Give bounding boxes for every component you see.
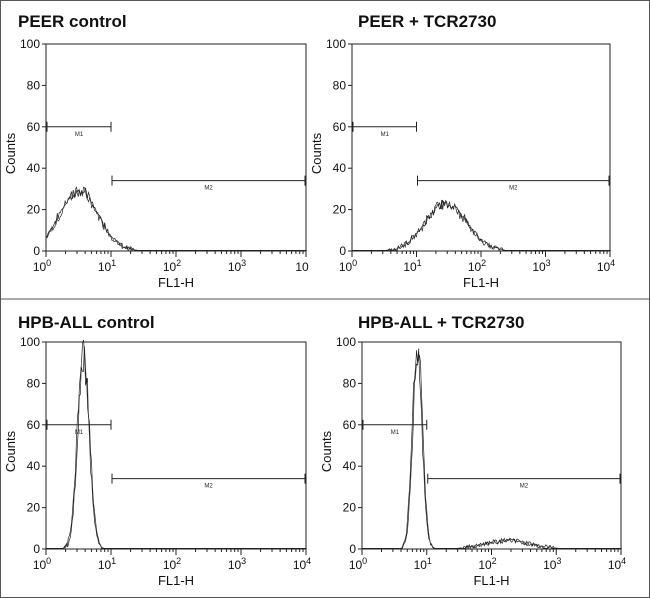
- y-tick-label: 60: [333, 120, 347, 134]
- gate-label: M1: [391, 430, 400, 436]
- y-tick-label: 80: [333, 78, 347, 92]
- panel-title: HPB-ALL control: [18, 313, 155, 332]
- y-tick-label: 100: [20, 335, 40, 349]
- x-tick-label: 100: [339, 258, 357, 274]
- y-tick-label: 40: [343, 459, 357, 473]
- y-tick-label: 40: [333, 161, 347, 175]
- y-tick-label: 80: [27, 376, 41, 390]
- gate-m1: M1: [46, 121, 112, 138]
- gate-m1: M1: [46, 419, 112, 436]
- x-tick-label: 10: [295, 260, 309, 274]
- y-axis-label: Counts: [3, 430, 18, 472]
- gate-label: M2: [520, 484, 529, 490]
- x-tick-label: 102: [478, 556, 496, 572]
- gate-m2: M2: [427, 473, 621, 490]
- y-tick-label: 0: [349, 542, 356, 556]
- y-tick-label: 40: [27, 459, 41, 473]
- y-axis-label: Counts: [3, 132, 18, 174]
- x-tick-label: 101: [98, 556, 116, 572]
- y-tick-label: 100: [20, 37, 40, 51]
- y-axis-label: Counts: [319, 430, 334, 472]
- gate-label: M2: [509, 186, 518, 192]
- y-tick-label: 60: [27, 120, 41, 134]
- x-tick-label: 102: [468, 258, 486, 274]
- x-axis-label: FL1-H: [463, 275, 499, 290]
- x-tick-label: 100: [349, 556, 367, 572]
- y-tick-label: 20: [27, 203, 41, 217]
- histogram-trace: [352, 199, 611, 251]
- x-tick-label: 103: [228, 258, 246, 274]
- y-tick-label: 60: [343, 418, 357, 432]
- y-tick-label: 0: [339, 244, 346, 258]
- x-axis-label: FL1-H: [473, 573, 509, 588]
- x-tick-label: 102: [163, 556, 181, 572]
- gate-m1: M1: [362, 419, 428, 436]
- x-tick-label: 103: [532, 258, 550, 274]
- gate-label: M1: [75, 132, 84, 138]
- gate-label: M1: [75, 430, 84, 436]
- x-axis-label: FL1-H: [158, 573, 194, 588]
- gate-label: M2: [204, 484, 213, 490]
- x-tick-label: 102: [163, 258, 181, 274]
- panel-title: PEER control: [18, 12, 127, 31]
- gate-label: M1: [381, 132, 390, 138]
- panel-title: HPB-ALL + TCR2730: [358, 313, 524, 332]
- gate-m2: M2: [417, 175, 610, 192]
- y-tick-label: 20: [27, 501, 41, 515]
- x-tick-label: 101: [414, 556, 432, 572]
- panel-title: PEER + TCR2730: [358, 12, 496, 31]
- y-tick-label: 80: [343, 376, 357, 390]
- y-tick-label: 60: [27, 418, 41, 432]
- gate-label: M2: [204, 186, 213, 192]
- histogram-panel-3: HPB-ALL control 0 20 40 60 80 100 100 101 102 103 1…: [3, 313, 311, 588]
- y-tick-label: 100: [326, 37, 346, 51]
- y-tick-label: 20: [333, 203, 347, 217]
- histogram-panel-2: PEER + TCR2730 0 20 40 60 80 100 100 101 102 103 10…: [309, 12, 615, 290]
- x-axis-label: FL1-H: [158, 275, 194, 290]
- x-tick-label: 104: [293, 556, 311, 572]
- histogram-trace: [362, 354, 622, 550]
- histogram-panel-4: HPB-ALL + TCR2730 0 20 40 60 80 100 100 101 102 10…: [319, 313, 626, 588]
- gate-m2: M2: [111, 175, 306, 192]
- x-tick-label: 104: [608, 556, 626, 572]
- x-tick-label: 100: [33, 258, 51, 274]
- gate-m1: M1: [352, 121, 417, 138]
- gate-m2: M2: [111, 473, 306, 490]
- y-tick-label: 0: [33, 244, 40, 258]
- x-tick-label: 103: [543, 556, 561, 572]
- x-tick-label: 101: [98, 258, 116, 274]
- x-tick-label: 101: [403, 258, 421, 274]
- y-tick-label: 40: [27, 161, 41, 175]
- histogram-trace: [46, 187, 307, 252]
- x-tick-label: 100: [33, 556, 51, 572]
- y-tick-label: 20: [343, 501, 357, 515]
- x-tick-label: 104: [597, 258, 615, 274]
- y-axis-label: Counts: [309, 132, 324, 174]
- histogram-trace: [46, 346, 307, 549]
- histogram-panel-1: PEER control 0 20 40 60 80 100 100 101 102 103 10 FL…: [3, 12, 309, 290]
- y-tick-label: 80: [27, 78, 41, 92]
- x-tick-label: 103: [228, 556, 246, 572]
- y-tick-label: 0: [33, 542, 40, 556]
- y-tick-label: 100: [336, 335, 356, 349]
